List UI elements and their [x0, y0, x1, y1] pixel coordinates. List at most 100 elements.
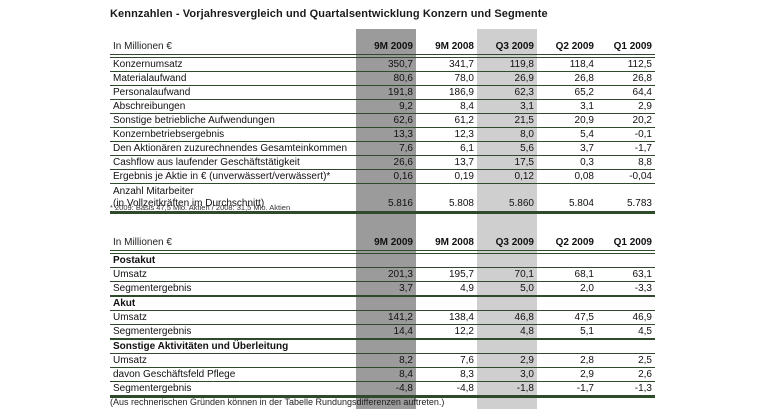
value-cell: 0,16	[356, 169, 416, 184]
value-cell: 350,7	[356, 56, 416, 72]
table-row: Cashflow aus laufender Geschäftstätigkei…	[110, 155, 655, 170]
row-label: davon Geschäftsfeld Pflege	[110, 367, 356, 382]
row-label: Personalaufwand	[110, 85, 356, 100]
value-cell: 2,8	[537, 353, 597, 368]
value-cell: 20,2	[597, 113, 655, 128]
column-header-9m2009: 9M 2009	[356, 40, 416, 58]
segment-table-body: Postakut Umsatz 201,3 195,7 70,1 68,1 63,1 Segm…	[110, 251, 655, 398]
value-cell: 112,5	[597, 56, 655, 72]
value-cell: 5,6	[477, 141, 537, 156]
konzern-table-header-row: In Millionen € 9M 2009 9M 2008 Q3 2009 Q…	[110, 40, 655, 58]
value-cell	[477, 251, 537, 268]
value-cell	[597, 251, 655, 268]
value-cell: 26,9	[477, 71, 537, 86]
value-cell: -3,3	[597, 281, 655, 297]
table-row: Ergebnis je Aktie in € (unverwässert/ver…	[110, 169, 655, 184]
value-cell: 5,0	[477, 281, 537, 297]
value-cell: 26,8	[597, 71, 655, 86]
row-label: Anzahl Mitarbeiter (in Vollzeitkräften im…	[110, 183, 356, 214]
value-cell: 12,2	[416, 324, 477, 340]
value-cell	[537, 251, 597, 268]
value-cell: 0,19	[416, 169, 477, 184]
value-cell	[537, 338, 597, 354]
value-cell: 2,9	[537, 367, 597, 382]
value-cell: 191,8	[356, 85, 416, 100]
table-row: davon Geschäftsfeld Pflege 8,4 8,3 3,0 2,9 2,…	[110, 367, 655, 382]
value-cell: -1,7	[597, 141, 655, 156]
rounding-note: (Aus rechnerischen Gründen können in der…	[110, 397, 445, 407]
value-cell: 62,3	[477, 85, 537, 100]
value-cell: 195,7	[416, 267, 477, 282]
value-cell: 2,0	[537, 281, 597, 297]
row-label: Den Aktionären zuzurechnendes Gesamteink…	[110, 141, 356, 156]
konzern-table-wrap: In Millionen € 9M 2009 9M 2008 Q3 2009 Q…	[110, 29, 655, 232]
segment-table-header-row: In Millionen € 9M 2009 9M 2008 Q3 2009 Q…	[110, 236, 655, 254]
value-cell: 8,4	[356, 367, 416, 382]
page-title: Kennzahlen - Vorjahresvergleich und Quar…	[110, 8, 548, 20]
row-label: Akut	[110, 295, 356, 311]
column-header-9m2009: 9M 2009	[356, 236, 416, 254]
unit-label: In Millionen €	[110, 236, 356, 254]
table-row: Sonstige betriebliche Aufwendungen 62,6 61…	[110, 113, 655, 128]
value-cell: 2,6	[597, 367, 655, 382]
table-row: Umsatz 141,2 138,4 46,8 47,5 46,9	[110, 310, 655, 325]
value-cell: 2,9	[477, 353, 537, 368]
value-cell: -4,8	[356, 381, 416, 398]
value-cell	[416, 295, 477, 311]
value-cell: 186,9	[416, 85, 477, 100]
row-label: Umsatz	[110, 310, 356, 325]
value-cell: 119,8	[477, 56, 537, 72]
section-row: Akut	[110, 295, 655, 311]
value-cell: 3,0	[477, 367, 537, 382]
unit-label: In Millionen €	[110, 40, 356, 58]
value-cell: 78,0	[416, 71, 477, 86]
value-cell: 5.816	[356, 183, 416, 214]
value-cell	[537, 295, 597, 311]
table-row: Segmentergebnis 3,7 4,9 5,0 2,0 -3,3	[110, 281, 655, 297]
section-row: Postakut	[110, 251, 655, 268]
value-cell: 0,12	[477, 169, 537, 184]
value-cell: 4,8	[477, 324, 537, 340]
value-cell: 5.860	[477, 183, 537, 214]
value-cell: 5.808	[416, 183, 477, 214]
table-row: Segmentergebnis -4,8 -4,8 -1,8 -1,7 -1,3	[110, 381, 655, 398]
konzern-table: In Millionen € 9M 2009 9M 2008 Q3 2009 Q…	[110, 40, 655, 214]
value-cell: 5.804	[537, 183, 597, 214]
value-cell: 47,5	[537, 310, 597, 325]
value-cell: 141,2	[356, 310, 416, 325]
value-cell: 68,1	[537, 267, 597, 282]
value-cell: 4,5	[597, 324, 655, 340]
row-label: Konzernbetriebsergebnis	[110, 127, 356, 142]
row-label: Materialaufwand	[110, 71, 356, 86]
table-row: Konzernumsatz 350,7 341,7 119,8 118,4 112,5	[110, 56, 655, 72]
table-row: Personalaufwand 191,8 186,9 62,3 65,2 64,4	[110, 85, 655, 100]
value-cell: 8,3	[416, 367, 477, 382]
value-cell: 65,2	[537, 85, 597, 100]
value-cell: 0,3	[537, 155, 597, 170]
row-label: Umsatz	[110, 267, 356, 282]
value-cell: -1,7	[537, 381, 597, 398]
value-cell: 138,4	[416, 310, 477, 325]
value-cell: 64,4	[597, 85, 655, 100]
value-cell: 21,5	[477, 113, 537, 128]
table-row: Materialaufwand 80,6 78,0 26,9 26,8 26,8	[110, 71, 655, 86]
value-cell: 13,7	[416, 155, 477, 170]
section-row: Sonstige Aktivitäten und Überleitung	[110, 338, 655, 354]
value-cell: 341,7	[416, 56, 477, 72]
row-label: Cashflow aus laufender Geschäftstätigkei…	[110, 155, 356, 170]
row-label-line2: (in Vollzeitkräften im Durchschnitt)	[113, 198, 265, 209]
table-row: Umsatz 201,3 195,7 70,1 68,1 63,1	[110, 267, 655, 282]
column-header-q22009: Q2 2009	[537, 236, 597, 254]
share-basis-footnote: * 2009: Basis 47,5 Mio. Aktien / 2008: 3…	[110, 203, 291, 212]
value-cell: 0,08	[537, 169, 597, 184]
value-cell: 118,4	[537, 56, 597, 72]
value-cell: 8,2	[356, 353, 416, 368]
row-label: Abschreibungen	[110, 99, 356, 114]
row-label: Postakut	[110, 251, 356, 268]
value-cell: 17,5	[477, 155, 537, 170]
table-row: Anzahl Mitarbeiter (in Vollzeitkräften im…	[110, 183, 655, 214]
value-cell: 9,2	[356, 99, 416, 114]
value-cell: 46,8	[477, 310, 537, 325]
segment-table: In Millionen € 9M 2009 9M 2008 Q3 2009 Q…	[110, 236, 655, 398]
